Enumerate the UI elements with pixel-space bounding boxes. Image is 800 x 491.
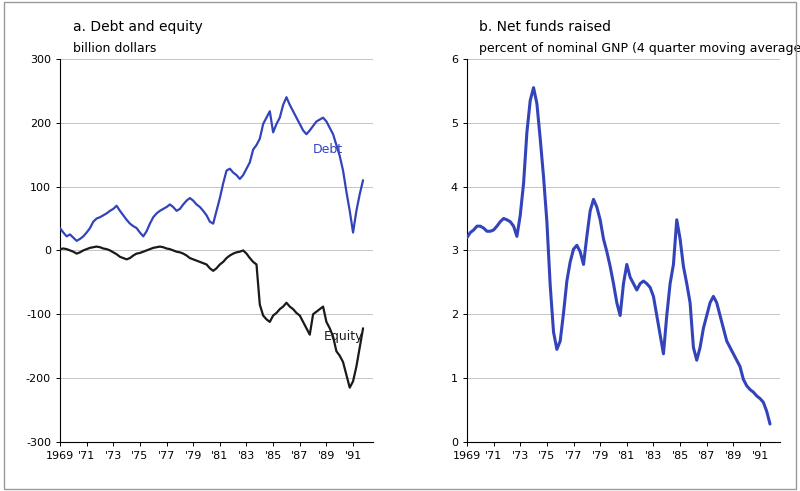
Text: percent of nominal GNP (4 quarter moving average): percent of nominal GNP (4 quarter moving… [479, 42, 800, 55]
Text: a. Debt and equity: a. Debt and equity [73, 20, 202, 34]
Text: Debt: Debt [313, 143, 343, 156]
Text: Equity: Equity [324, 330, 363, 343]
Text: billion dollars: billion dollars [73, 42, 156, 55]
Text: b. Net funds raised: b. Net funds raised [479, 20, 611, 34]
